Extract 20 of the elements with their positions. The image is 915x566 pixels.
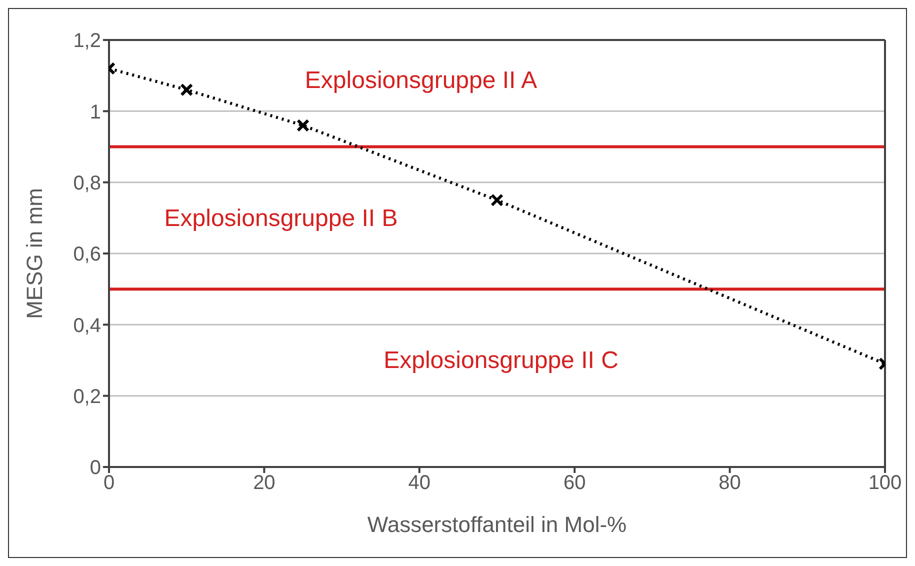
- y-tick-label: 0,2: [73, 386, 101, 408]
- y-tick-label: 1,2: [73, 30, 101, 52]
- x-tick-label: 40: [408, 472, 431, 494]
- annotation: Explosionsgruppe II A: [304, 67, 538, 95]
- x-tick-label: 20: [253, 472, 276, 494]
- y-tick-label: 1: [90, 101, 101, 124]
- y-tick-label: 0: [90, 457, 101, 480]
- annotation: Explosionsgruppe II B: [164, 205, 398, 233]
- point: [296, 118, 310, 132]
- x-tick-label: 100: [868, 472, 902, 494]
- point: [490, 194, 504, 207]
- y-tick-label: 0,6: [73, 244, 101, 266]
- x-tick-label: 80: [718, 472, 741, 494]
- y-tick-label: 0,4: [73, 314, 101, 337]
- y-tick-label: 0,8: [73, 172, 101, 194]
- y-axis-title: MESG in mm: [22, 188, 47, 319]
- point: [180, 83, 194, 96]
- x-tick-label: 60: [563, 472, 586, 494]
- x-axis-title: Wasserstoffanteil in Mol-%: [367, 512, 627, 537]
- annotation: Explosionsgruppe II C: [384, 347, 618, 375]
